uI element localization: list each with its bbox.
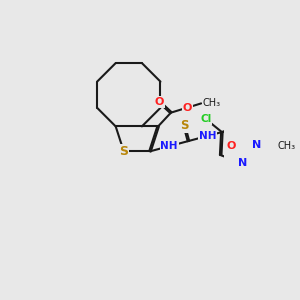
- Text: CH₃: CH₃: [203, 98, 221, 108]
- Text: O: O: [183, 103, 192, 112]
- Text: NH: NH: [160, 141, 178, 151]
- Text: Cl: Cl: [200, 114, 212, 124]
- Text: S: S: [119, 145, 128, 158]
- Text: N: N: [252, 140, 261, 151]
- Text: O: O: [154, 97, 164, 107]
- Text: S: S: [180, 119, 189, 132]
- Text: N: N: [238, 158, 247, 168]
- Text: NH: NH: [199, 131, 216, 141]
- Text: O: O: [226, 141, 236, 151]
- Text: CH₃: CH₃: [278, 142, 296, 152]
